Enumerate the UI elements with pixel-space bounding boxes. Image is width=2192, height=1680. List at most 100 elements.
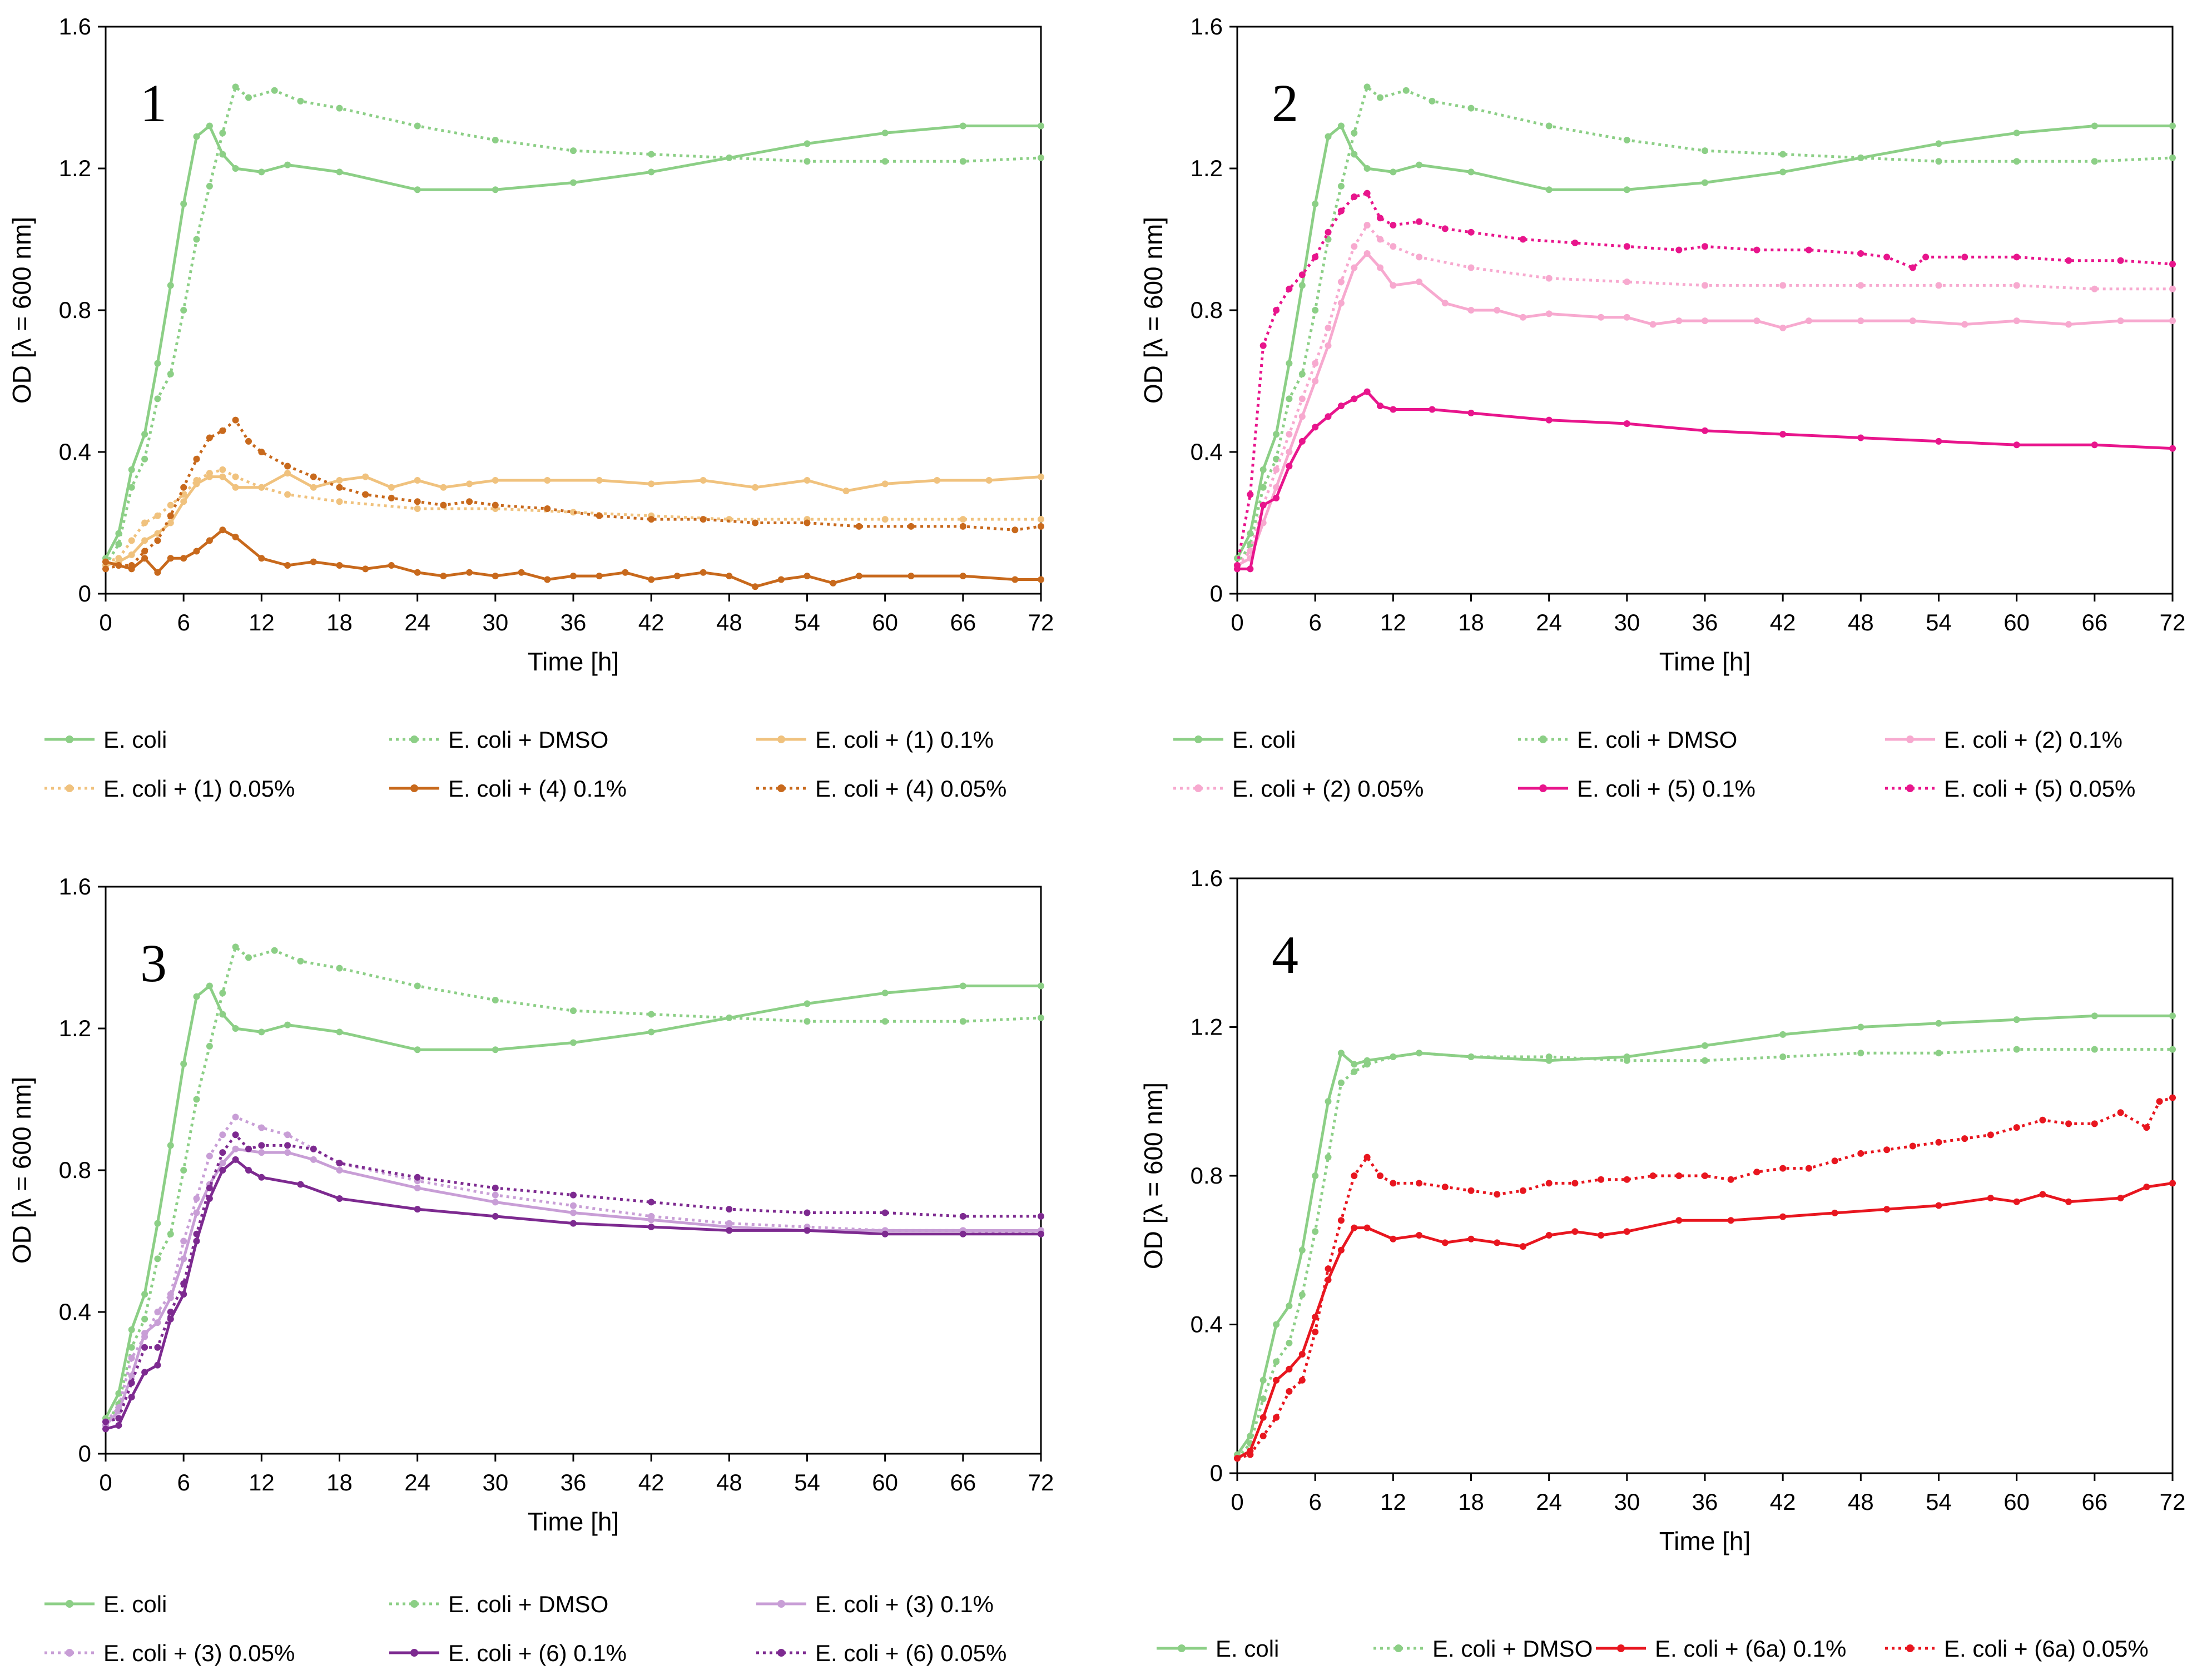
legend-label: E. coli [103, 727, 167, 753]
data-point [934, 477, 941, 484]
x-tick-label: 66 [950, 609, 976, 635]
data-point [1779, 151, 1787, 158]
data-point [1259, 1395, 1267, 1403]
legend-marker [1906, 1644, 1914, 1652]
data-point [1298, 271, 1306, 279]
data-point [258, 449, 265, 455]
data-point [2039, 1116, 2046, 1124]
data-point [2013, 1016, 2020, 1023]
data-point [1623, 279, 1630, 285]
data-point [1441, 1184, 1449, 1191]
y-tick-label: 1.6 [59, 873, 91, 899]
data-point [362, 473, 369, 480]
data-point [804, 573, 811, 580]
data-point [2091, 1012, 2098, 1020]
data-point [1259, 484, 1267, 491]
data-point [1325, 1098, 1332, 1105]
data-point [1467, 1053, 1475, 1060]
legend-label: E. coli + DMSO [448, 1591, 608, 1617]
legend: E. coli E. coli + DMSO E. coli + (2) 0.1% E… [1173, 727, 2135, 802]
data-point [245, 954, 252, 961]
x-tick-label: 6 [1308, 1489, 1321, 1515]
data-point [180, 1291, 187, 1298]
data-point [102, 558, 109, 565]
data-point [232, 1025, 239, 1032]
data-point [1494, 1239, 1501, 1246]
data-point [1337, 182, 1345, 190]
chart-panel-2: 0 0.4 0.8 1.2 1.6 0 6 12 18 24 30 36 42 48 54 60 66 72 Tim… [1139, 13, 2185, 802]
data-point [1247, 491, 1254, 498]
data-point [271, 87, 278, 94]
data-point [141, 555, 148, 562]
data-point [492, 477, 499, 484]
data-point [1298, 438, 1306, 445]
y-tick-label: 0 [78, 1440, 91, 1467]
data-point [2169, 122, 2176, 130]
data-point [855, 573, 862, 580]
legend-marker [66, 735, 73, 743]
data-point [414, 1184, 421, 1191]
data-point [881, 1230, 889, 1237]
series-line [1237, 390, 2173, 570]
data-point [310, 473, 317, 480]
data-point [777, 576, 785, 583]
data-point [881, 130, 889, 137]
data-point [193, 1096, 200, 1103]
data-point [2013, 1046, 2020, 1053]
data-point [1623, 420, 1630, 427]
data-point [284, 1142, 291, 1149]
data-point [1467, 1235, 1475, 1242]
x-tick-label: 42 [1770, 609, 1796, 635]
data-point [180, 484, 187, 491]
legend-item: E. coli [44, 727, 167, 753]
x-tick-label: 54 [794, 609, 820, 635]
data-point [388, 494, 395, 501]
legend-item: E. coli + DMSO [389, 1591, 608, 1617]
data-point [673, 573, 681, 580]
series-line [1236, 1181, 2173, 1460]
data-point [492, 1046, 499, 1053]
legend-item: E. coli + (5) 0.05% [1885, 776, 2135, 802]
data-point [1259, 501, 1267, 509]
x-tick-label: 12 [1380, 1489, 1406, 1515]
data-point [232, 1145, 239, 1152]
data-point [115, 540, 122, 548]
legend-marker [410, 1649, 418, 1657]
legend-marker [1194, 784, 1202, 792]
data-point [2091, 441, 2098, 449]
data-point [1337, 1079, 1345, 1086]
data-point [804, 158, 811, 165]
series-line [1236, 1014, 2173, 1456]
series-2 [1234, 250, 2176, 569]
data-point [232, 1156, 239, 1163]
data-point [154, 1220, 161, 1227]
data-point [570, 573, 577, 580]
data-point [726, 573, 733, 580]
data-point [648, 516, 655, 523]
data-point [1259, 342, 1267, 349]
data-point [1857, 1050, 1864, 1057]
legend-label: E. coli + (6a) 0.05% [1944, 1636, 2149, 1662]
data-point [855, 523, 862, 530]
legend-marker [1906, 784, 1914, 792]
data-point [1390, 406, 1397, 413]
data-point [219, 990, 226, 997]
data-point [1623, 1057, 1630, 1064]
data-point [206, 122, 213, 130]
data-point [128, 1326, 135, 1333]
data-point [336, 965, 343, 972]
data-point [141, 1344, 148, 1351]
legend-label: E. coli + (3) 0.1% [815, 1591, 994, 1617]
data-point [570, 1209, 577, 1216]
legend-marker [777, 735, 785, 743]
y-tick-label: 0.4 [59, 1299, 91, 1325]
x-tick-label: 30 [482, 1469, 508, 1495]
data-point [180, 1255, 187, 1263]
legend-item: E. coli + (4) 0.05% [756, 776, 1006, 802]
data-point [2143, 1184, 2150, 1191]
data-point [570, 1039, 577, 1046]
y-tick-label: 1.2 [1191, 155, 1223, 181]
series-4 [1234, 388, 2176, 573]
data-point [1351, 395, 1358, 402]
